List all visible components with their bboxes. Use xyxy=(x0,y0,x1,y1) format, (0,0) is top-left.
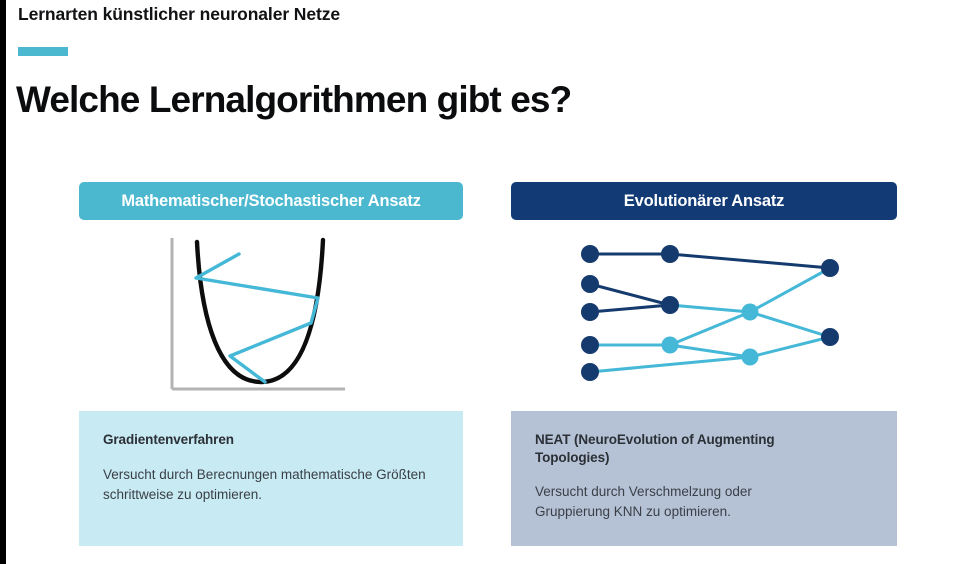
cost-curve xyxy=(194,237,326,385)
card-body: Versucht durch Verschmelzung oder Gruppi… xyxy=(535,484,752,519)
gradient-descent-diagram xyxy=(79,232,463,404)
network-edges xyxy=(588,252,832,374)
input-node xyxy=(581,245,599,263)
card-body: Versucht durch Berecnungen mathematische… xyxy=(103,467,426,502)
output-node xyxy=(821,259,839,277)
hidden-node xyxy=(661,296,679,314)
output-node xyxy=(821,328,839,346)
axis-lines xyxy=(170,238,345,391)
card-title: NEAT (NeuroEvolution of Augmenting Topol… xyxy=(535,432,775,466)
hidden-node xyxy=(661,336,679,354)
input-node xyxy=(581,275,599,293)
left-edge-strip xyxy=(0,0,6,564)
neural-network-diagram xyxy=(511,232,897,404)
input-node xyxy=(581,303,599,321)
hidden-node xyxy=(661,245,679,263)
descent-path xyxy=(194,252,320,384)
input-node xyxy=(581,336,599,354)
network-nodes xyxy=(581,245,839,381)
input-node xyxy=(581,363,599,381)
slide-kicker: Lernarten künstlicher neuronaler Netze xyxy=(18,4,340,24)
accent-bar xyxy=(18,47,68,56)
column-header-mathematical: Mathematischer/Stochastischer Ansatz xyxy=(79,182,463,220)
card-neat: NEAT (NeuroEvolution of Augmenting Topol… xyxy=(511,411,897,546)
column-header-evolutionary: Evolutionärer Ansatz xyxy=(511,182,897,220)
hidden-node xyxy=(741,348,759,366)
hidden-node xyxy=(741,303,759,321)
card-title: Gradientenverfahren xyxy=(103,432,234,447)
page-title: Welche Lernalgorithmen gibt es? xyxy=(16,79,572,120)
card-gradient-method: Gradientenverfahren Versucht durch Berec… xyxy=(79,411,463,546)
